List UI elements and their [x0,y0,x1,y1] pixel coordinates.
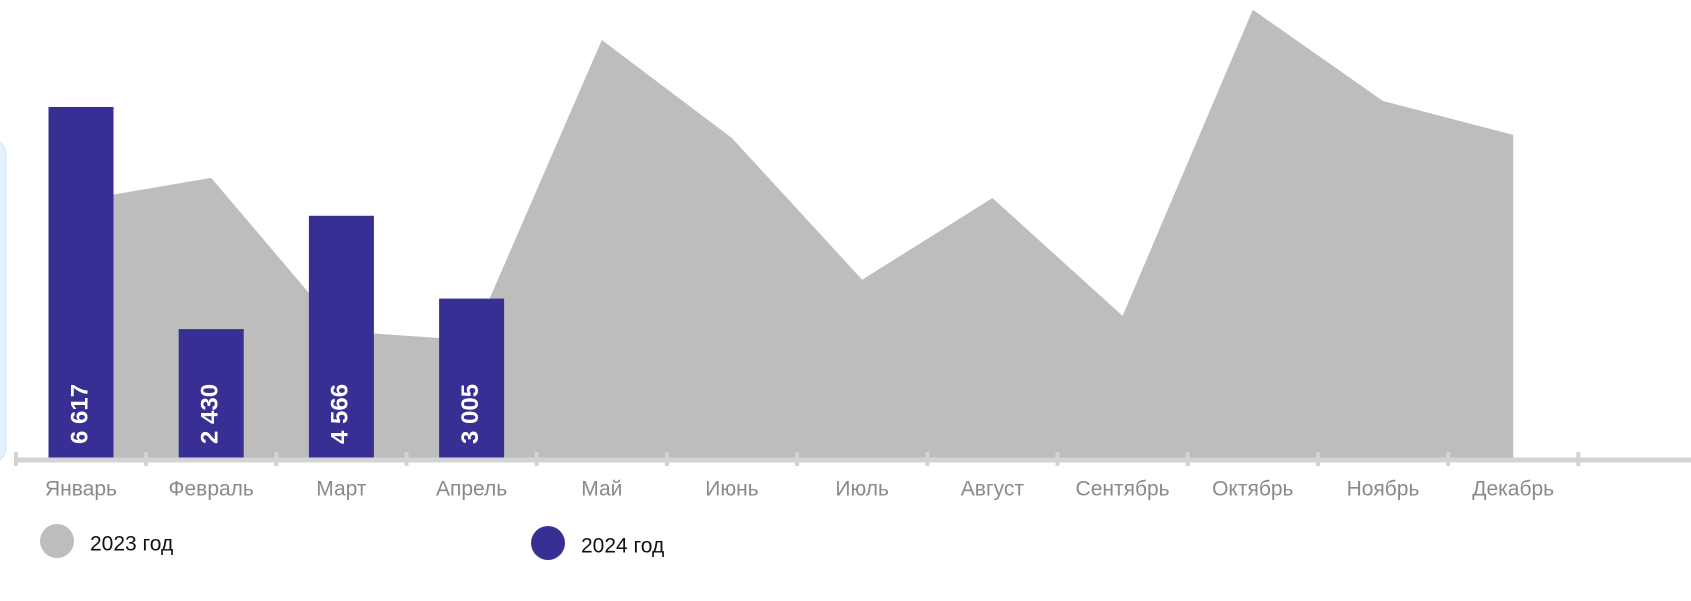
x-tick-label: Ноябрь [1347,478,1420,501]
x-tick-label: Октябрь [1212,478,1293,501]
x-tick-label: Май [581,478,622,501]
value-label: 6 617 [66,384,93,444]
legend-label: 2024 год [581,535,664,558]
value-label: 2 430 [197,384,224,444]
x-tick-label: Июль [835,478,889,501]
bar [308,215,374,458]
x-tick-label: Февраль [169,478,254,501]
legend-label: 2023 год [90,533,173,556]
x-tick-label: Июнь [705,478,758,501]
x-tick-label: Январь [45,478,117,501]
value-label: 4 566 [327,384,354,444]
x-tick-label: Март [316,478,367,501]
x-tick-label: Сентябрь [1076,478,1170,501]
area [81,9,1514,458]
legend-swatch [531,526,565,560]
value-label: 3 005 [457,384,484,444]
x-tick-label: Август [961,478,1025,501]
bar [178,329,244,458]
x-tick-label: Апрель [436,478,507,501]
legend-swatch [40,524,74,558]
bar [439,298,505,458]
x-tick-label: Декабрь [1472,478,1554,501]
bar [48,106,114,459]
side-panel [0,141,7,461]
